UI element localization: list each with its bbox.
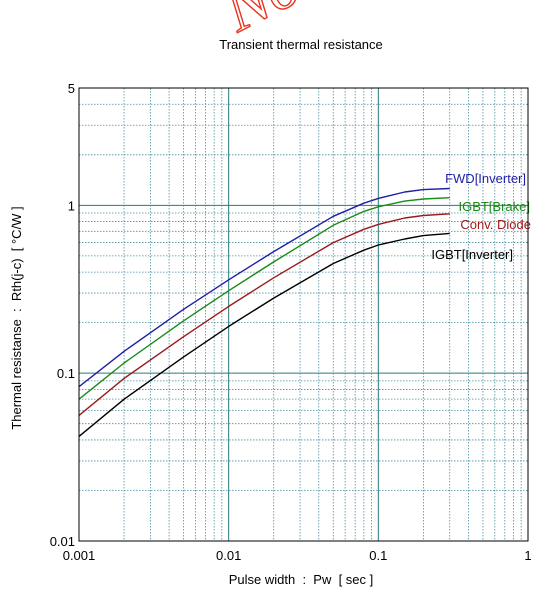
x-tick-label: 0.001 xyxy=(63,548,96,563)
series-label: IGBT[Inverter] xyxy=(431,247,513,262)
x-tick-label: 1 xyxy=(524,548,531,563)
series-label: Conv. Diode xyxy=(460,217,531,232)
series-label: IGBT[Brake] xyxy=(458,199,530,214)
series-labels: FWD[Inverter] IGBT[Brake] Conv. Diode IGBT[… xyxy=(431,171,531,262)
series-line xyxy=(78,197,450,400)
series-line xyxy=(78,187,450,388)
y-tick-label: 0.01 xyxy=(50,534,75,549)
series-lines xyxy=(78,187,450,437)
chart-title: Transient thermal resistance xyxy=(219,37,383,52)
plot-frame xyxy=(78,87,529,542)
y-tick-label: 1 xyxy=(68,198,75,213)
series-line xyxy=(78,232,450,437)
x-axis-label: Pulse width : Pw [ sec ] xyxy=(229,572,374,587)
x-tick-label: 0.01 xyxy=(216,548,241,563)
series-line xyxy=(78,213,450,416)
y-tick-label: 5 xyxy=(68,81,75,96)
series-label: FWD[Inverter] xyxy=(445,171,526,186)
tick-labels: 0.001 0.01 0.1 10.010.115 xyxy=(50,81,532,563)
y-axis-label: Thermal resistanse : Rth(j-c) [ °C/W ] xyxy=(9,206,24,429)
x-tick-label: 0.1 xyxy=(369,548,387,563)
y-tick-label: 0.1 xyxy=(57,366,75,381)
grid xyxy=(79,88,528,541)
